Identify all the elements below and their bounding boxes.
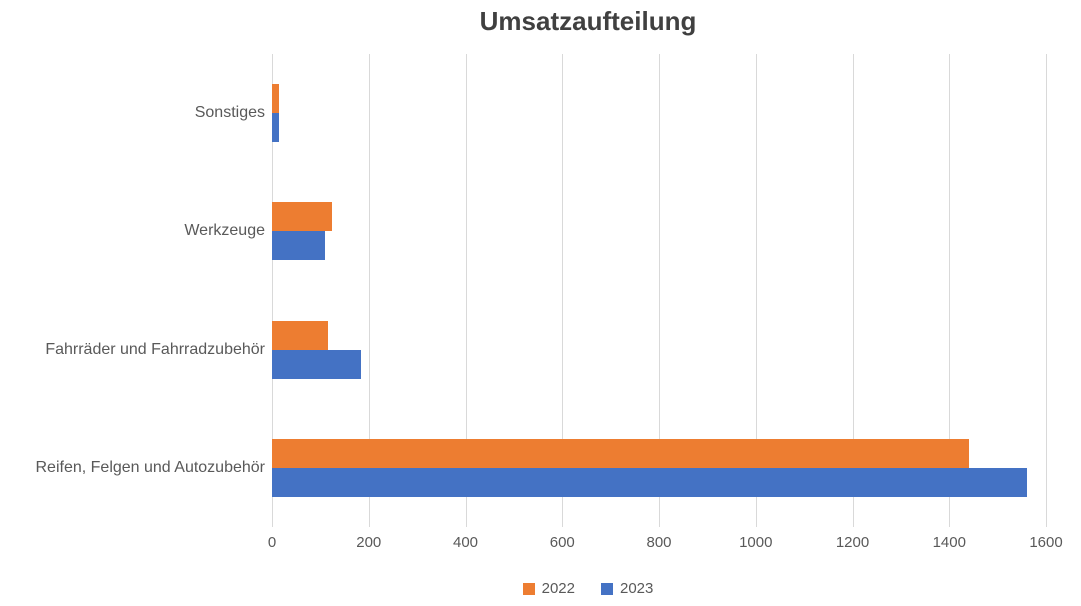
chart-title: Umsatzaufteilung — [479, 6, 697, 36]
x-axis-tick-label: 800 — [646, 534, 672, 551]
category-label: Reifen, Felgen und Autozubehör — [35, 458, 266, 476]
x-axis-tick-label: 1600 — [1029, 534, 1063, 551]
bar-2022 — [272, 84, 280, 114]
category-label: Fahrräder und Fahrradzubehör — [45, 340, 265, 358]
category-label: Werkzeuge — [184, 222, 265, 240]
plot-area — [272, 54, 1047, 527]
x-axis-tick-label: 600 — [549, 534, 575, 551]
legend: 2022 2023 — [95, 580, 1081, 597]
legend-item-2023: 2023 — [601, 580, 653, 597]
bar-2022 — [272, 320, 328, 350]
x-axis-tick-label: 1400 — [932, 534, 966, 551]
gridline-200 — [368, 54, 370, 527]
gridline-1200 — [852, 54, 854, 527]
legend-label: 2023 — [620, 580, 654, 597]
legend-label: 2022 — [541, 580, 575, 597]
x-axis-tick-label: 1200 — [835, 534, 870, 551]
bar-2023 — [272, 113, 280, 143]
bar-2023 — [272, 467, 1027, 497]
gridline-1000 — [755, 54, 757, 527]
gridline-400 — [465, 54, 467, 527]
bar-2023 — [272, 231, 326, 261]
gridline-0 — [272, 54, 273, 527]
category-label: Sonstiges — [194, 104, 265, 122]
legend-swatch-2022 — [522, 582, 535, 595]
x-axis-tick-label: 0 — [267, 534, 277, 551]
gridline-1400 — [949, 54, 951, 527]
gridline-600 — [562, 54, 564, 527]
legend-item-2022: 2022 — [522, 580, 575, 597]
gridline-1600 — [1046, 54, 1047, 527]
bar-2022 — [272, 438, 969, 468]
bar-2023 — [272, 349, 362, 379]
x-axis-tick-label: 1000 — [739, 534, 773, 551]
bar-2022 — [272, 202, 333, 232]
legend-swatch-2023 — [601, 582, 613, 595]
x-axis-tick-label: 200 — [356, 534, 382, 551]
x-axis-tick-label: 400 — [452, 534, 479, 551]
gridline-800 — [659, 54, 660, 527]
